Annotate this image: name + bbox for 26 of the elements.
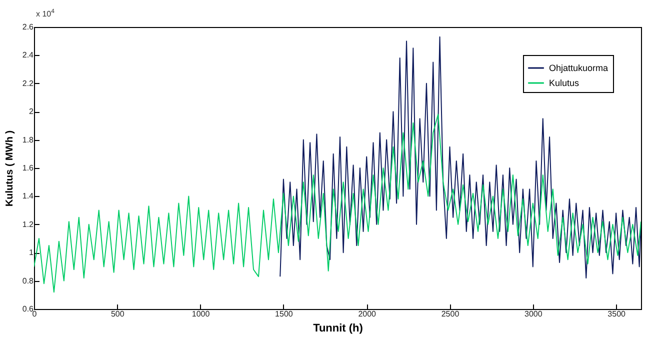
y-tick-label: 1.8 [22,135,34,144]
y-tick-label: 2.6 [22,22,34,32]
y-tick-label: 2 [29,107,34,116]
y-tick-label: 1.2 [22,220,34,229]
x-tick-label: 2000 [358,310,377,318]
y-tick-label: 2.4 [22,50,34,60]
line-series [280,36,641,278]
x-axis-title: Tunnit (h) [313,322,364,334]
y-tick-label: 1 [29,248,34,258]
y-tick-label: 1.6 [22,164,34,172]
x-tick-label: 3500 [608,310,626,318]
legend-label: Kulutus [549,78,580,88]
y-tick-label: 1.4 [22,192,34,201]
text: x 10$^{4}$ [36,9,54,19]
x-tick-label: 1000 [192,310,210,318]
y-tick-label: 0.6 [22,304,34,314]
x-tick-label: 3000 [524,310,543,318]
x-tick-label: 500 [110,310,125,318]
x-tick-label: 0 [32,310,38,318]
legend-label: Ohjattukuorma [549,63,608,73]
y-tick-label: 2.2 [22,78,34,88]
y-axis-title: Kulutus ( MWh ) [4,130,16,207]
x-tick-label: 2500 [441,310,460,318]
line-series [34,114,641,293]
x-tick-label: 1500 [275,310,294,318]
y-tick-label: 0.8 [22,276,34,286]
